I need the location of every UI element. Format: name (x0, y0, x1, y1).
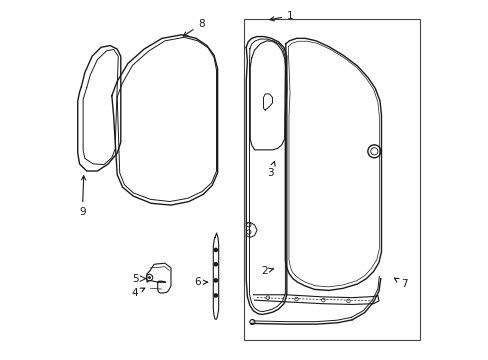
Text: 3: 3 (266, 161, 274, 178)
Text: 4: 4 (132, 288, 144, 298)
Circle shape (214, 248, 217, 252)
Text: 9: 9 (79, 176, 85, 217)
Text: 2: 2 (261, 266, 273, 276)
Text: 6: 6 (194, 277, 207, 287)
Circle shape (148, 277, 150, 278)
Text: 5: 5 (132, 274, 138, 284)
Text: 7: 7 (394, 278, 407, 289)
Circle shape (214, 279, 217, 282)
Circle shape (214, 263, 217, 266)
Circle shape (214, 294, 217, 297)
Text: 1: 1 (269, 11, 293, 21)
Bar (244, 19, 419, 339)
Text: 8: 8 (183, 19, 204, 36)
